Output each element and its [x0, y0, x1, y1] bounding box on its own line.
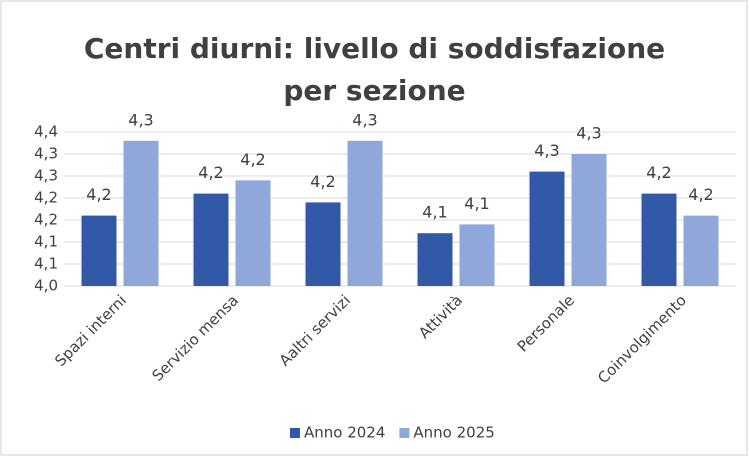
- bar: [81, 215, 117, 286]
- bar: [417, 233, 453, 286]
- data-label: 4,2: [310, 172, 335, 191]
- data-label: 4,1: [464, 194, 489, 213]
- x-tick-label: Spazi interni: [51, 291, 130, 370]
- y-tick-label: 4,4: [34, 123, 58, 141]
- data-label: 4,3: [576, 124, 601, 143]
- bar: [123, 140, 159, 286]
- bar: [641, 193, 677, 286]
- data-label: 4,2: [688, 185, 713, 204]
- bar: [683, 215, 719, 286]
- legend-label: Anno 2024: [304, 424, 385, 442]
- bar: [235, 180, 271, 286]
- data-label: 4,3: [534, 141, 559, 160]
- data-label: 4,2: [198, 163, 223, 182]
- bar: [529, 171, 565, 286]
- legend-swatch: [399, 428, 410, 438]
- bar: [305, 202, 341, 286]
- x-tick-label: Attività: [415, 291, 466, 342]
- legend-label: Anno 2025: [413, 424, 494, 442]
- data-label: 4,3: [352, 110, 377, 129]
- y-tick-label: 4,3: [34, 167, 58, 185]
- x-tick-label: Servizio mensa: [148, 291, 242, 385]
- data-label: 4,1: [422, 203, 447, 222]
- chart-title: Centri diurni: livello di soddisfazione …: [83, 32, 666, 107]
- bar: [571, 154, 607, 286]
- x-tick-label: Aaltri servizi: [276, 291, 354, 369]
- y-tick-label: 4,2: [34, 211, 58, 229]
- data-label: 4,2: [646, 163, 671, 182]
- data-label: 4,2: [240, 150, 265, 169]
- legend-swatch: [290, 428, 300, 438]
- x-tick-label: Coinvolgimento: [594, 291, 690, 387]
- x-tick-label: Personale: [514, 291, 578, 355]
- data-label: 4,2: [86, 185, 111, 204]
- y-tick-label: 4,0: [34, 277, 58, 295]
- bar: [459, 224, 495, 286]
- data-label: 4,3: [128, 110, 153, 129]
- y-tick-label: 4,2: [34, 189, 58, 207]
- bar: [347, 140, 383, 286]
- bar: [193, 193, 229, 286]
- y-tick-label: 4,3: [34, 145, 58, 163]
- y-tick-label: 4,1: [34, 255, 58, 273]
- y-tick-label: 4,1: [34, 233, 58, 251]
